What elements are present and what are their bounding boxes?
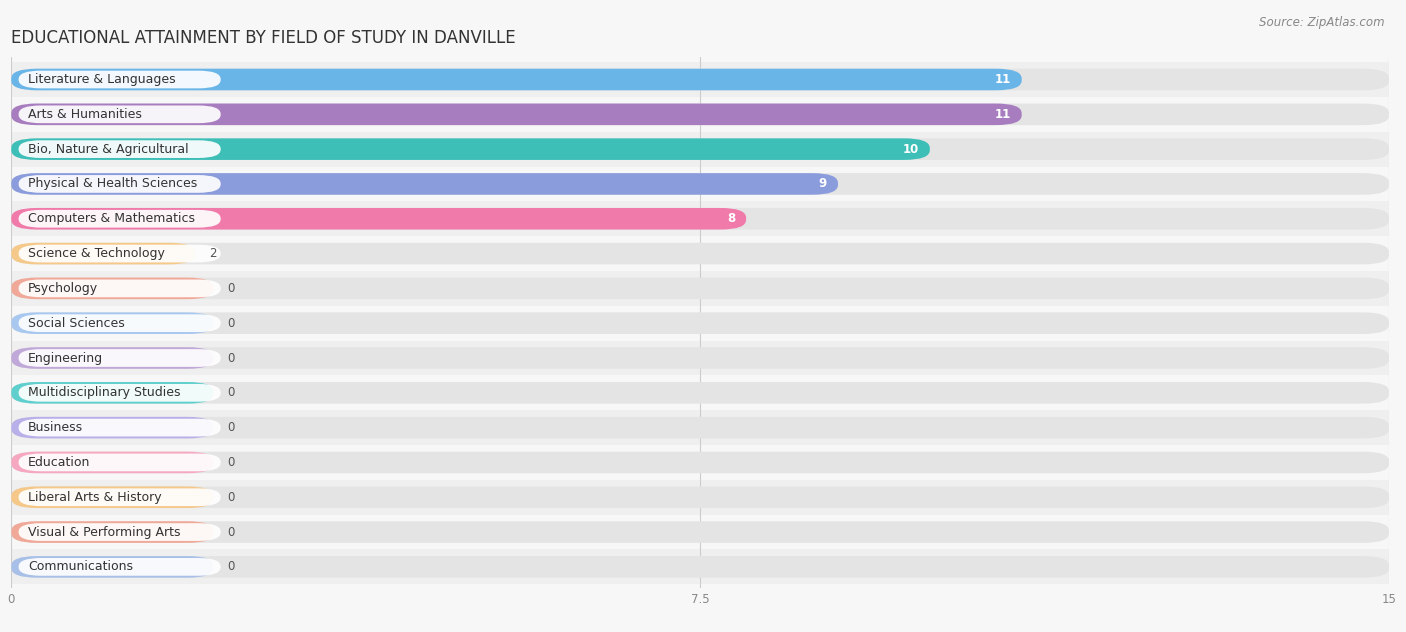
- FancyBboxPatch shape: [18, 175, 221, 193]
- FancyBboxPatch shape: [18, 419, 221, 437]
- Bar: [10, 131, 1391, 167]
- Bar: [10, 341, 1391, 375]
- Text: Psychology: Psychology: [28, 282, 98, 295]
- FancyBboxPatch shape: [11, 208, 747, 229]
- Bar: [10, 480, 1391, 514]
- FancyBboxPatch shape: [18, 454, 221, 471]
- FancyBboxPatch shape: [11, 487, 1389, 508]
- Text: 0: 0: [228, 421, 235, 434]
- Bar: [10, 236, 1391, 271]
- Text: Physical & Health Sciences: Physical & Health Sciences: [28, 178, 197, 190]
- Text: 0: 0: [228, 561, 235, 573]
- FancyBboxPatch shape: [11, 173, 838, 195]
- Text: Liberal Arts & History: Liberal Arts & History: [28, 491, 162, 504]
- Text: Science & Technology: Science & Technology: [28, 247, 165, 260]
- Text: 11: 11: [994, 108, 1011, 121]
- FancyBboxPatch shape: [18, 349, 221, 367]
- FancyBboxPatch shape: [11, 417, 1389, 439]
- Text: Computers & Mathematics: Computers & Mathematics: [28, 212, 195, 225]
- Text: 0: 0: [228, 282, 235, 295]
- FancyBboxPatch shape: [18, 314, 221, 332]
- FancyBboxPatch shape: [11, 173, 1389, 195]
- FancyBboxPatch shape: [11, 277, 1389, 299]
- FancyBboxPatch shape: [11, 382, 1389, 404]
- Text: 10: 10: [903, 143, 918, 155]
- FancyBboxPatch shape: [18, 71, 221, 88]
- Text: Business: Business: [28, 421, 83, 434]
- Text: 0: 0: [228, 526, 235, 538]
- FancyBboxPatch shape: [11, 452, 214, 473]
- FancyBboxPatch shape: [11, 104, 1389, 125]
- Text: Source: ZipAtlas.com: Source: ZipAtlas.com: [1260, 16, 1385, 29]
- FancyBboxPatch shape: [11, 556, 214, 578]
- FancyBboxPatch shape: [11, 138, 1389, 160]
- Text: 11: 11: [994, 73, 1011, 86]
- FancyBboxPatch shape: [11, 487, 214, 508]
- FancyBboxPatch shape: [18, 245, 221, 262]
- FancyBboxPatch shape: [18, 140, 221, 158]
- Bar: [10, 549, 1391, 584]
- Text: Social Sciences: Social Sciences: [28, 317, 125, 330]
- Text: Communications: Communications: [28, 561, 132, 573]
- Text: 8: 8: [727, 212, 735, 225]
- Text: Engineering: Engineering: [28, 351, 103, 365]
- Bar: [10, 97, 1391, 131]
- FancyBboxPatch shape: [18, 210, 221, 228]
- Text: 9: 9: [818, 178, 827, 190]
- Text: Bio, Nature & Agricultural: Bio, Nature & Agricultural: [28, 143, 188, 155]
- Text: Multidisciplinary Studies: Multidisciplinary Studies: [28, 386, 180, 399]
- FancyBboxPatch shape: [11, 417, 214, 439]
- FancyBboxPatch shape: [18, 384, 221, 402]
- FancyBboxPatch shape: [11, 521, 214, 543]
- FancyBboxPatch shape: [11, 347, 214, 369]
- FancyBboxPatch shape: [11, 69, 1389, 90]
- FancyBboxPatch shape: [11, 452, 1389, 473]
- FancyBboxPatch shape: [18, 523, 221, 541]
- Bar: [10, 514, 1391, 549]
- Text: 0: 0: [228, 317, 235, 330]
- FancyBboxPatch shape: [11, 347, 1389, 369]
- FancyBboxPatch shape: [18, 106, 221, 123]
- FancyBboxPatch shape: [18, 558, 221, 576]
- FancyBboxPatch shape: [11, 382, 214, 404]
- Bar: [10, 271, 1391, 306]
- Bar: [10, 410, 1391, 445]
- Text: 2: 2: [208, 247, 217, 260]
- FancyBboxPatch shape: [11, 312, 214, 334]
- Text: EDUCATIONAL ATTAINMENT BY FIELD OF STUDY IN DANVILLE: EDUCATIONAL ATTAINMENT BY FIELD OF STUDY…: [11, 29, 516, 47]
- Text: Arts & Humanities: Arts & Humanities: [28, 108, 142, 121]
- Bar: [10, 445, 1391, 480]
- FancyBboxPatch shape: [11, 277, 214, 299]
- Text: Education: Education: [28, 456, 90, 469]
- Bar: [10, 167, 1391, 202]
- Bar: [10, 306, 1391, 341]
- FancyBboxPatch shape: [11, 521, 1389, 543]
- Text: 0: 0: [228, 491, 235, 504]
- FancyBboxPatch shape: [18, 279, 221, 297]
- Text: 0: 0: [228, 386, 235, 399]
- FancyBboxPatch shape: [18, 489, 221, 506]
- Bar: [10, 62, 1391, 97]
- FancyBboxPatch shape: [11, 138, 929, 160]
- Text: Literature & Languages: Literature & Languages: [28, 73, 176, 86]
- FancyBboxPatch shape: [11, 243, 195, 264]
- FancyBboxPatch shape: [11, 556, 1389, 578]
- FancyBboxPatch shape: [11, 243, 1389, 264]
- Text: Visual & Performing Arts: Visual & Performing Arts: [28, 526, 180, 538]
- FancyBboxPatch shape: [11, 208, 1389, 229]
- Text: 0: 0: [228, 456, 235, 469]
- FancyBboxPatch shape: [11, 312, 1389, 334]
- FancyBboxPatch shape: [11, 69, 1022, 90]
- Bar: [10, 202, 1391, 236]
- Bar: [10, 375, 1391, 410]
- Text: 0: 0: [228, 351, 235, 365]
- FancyBboxPatch shape: [11, 104, 1022, 125]
